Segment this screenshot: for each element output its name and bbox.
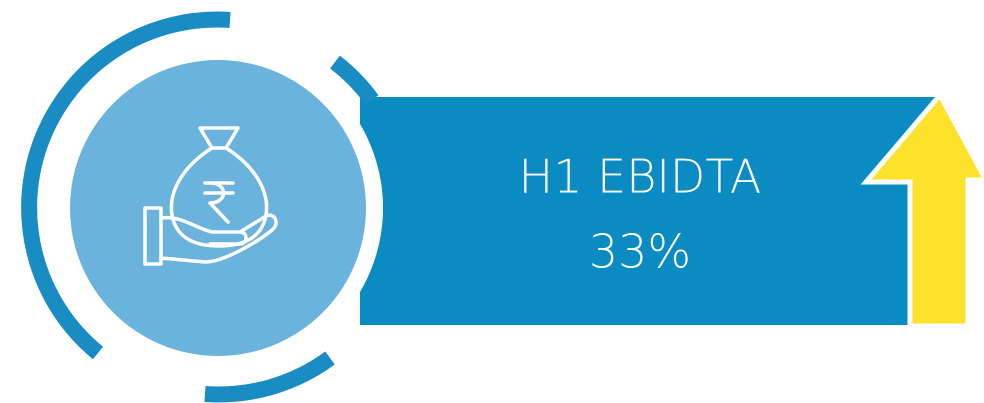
ring-arc-right <box>329 55 379 105</box>
money-icon <box>143 126 278 266</box>
ring-arcs <box>21 11 379 403</box>
ring-arc-left <box>21 11 231 360</box>
ring-arc-bottom <box>204 351 335 403</box>
icon-circle <box>70 60 366 356</box>
label: H1 EBIDTA <box>519 150 762 204</box>
banner <box>360 97 936 325</box>
value: 33% <box>589 225 691 279</box>
up-arrow <box>860 90 984 329</box>
